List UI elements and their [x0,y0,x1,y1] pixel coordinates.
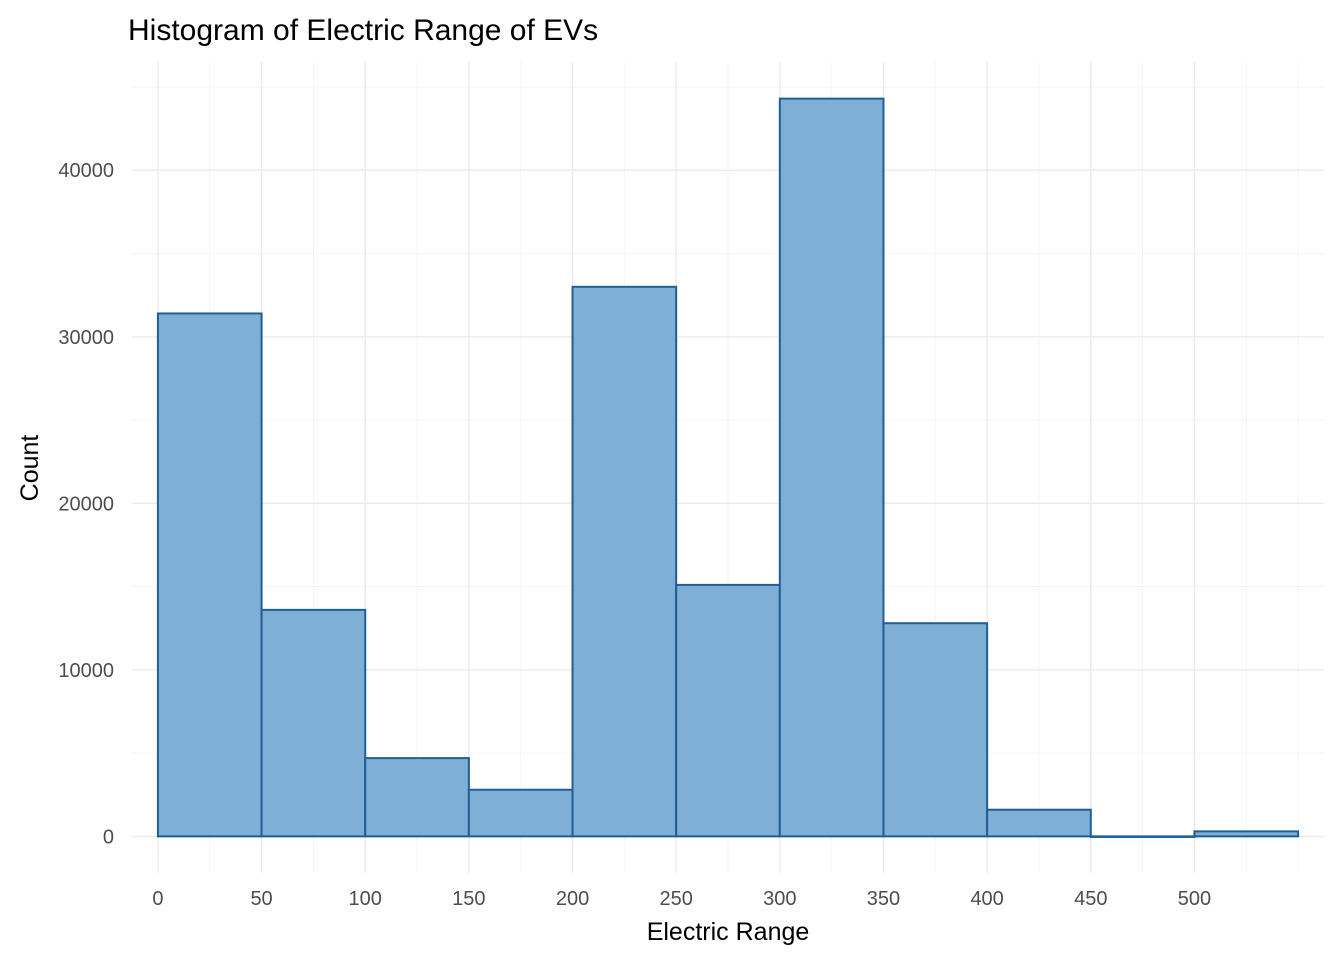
y-tick-label: 10000 [58,660,114,682]
x-tick-label: 0 [152,888,163,910]
y-tick-label: 30000 [58,327,114,349]
x-tick-label: 500 [1178,888,1211,910]
histogram-bar [986,808,1092,838]
x-tick-label: 250 [659,888,692,910]
x-tick-label: 450 [1074,888,1107,910]
histogram-bar [571,285,678,838]
y-axis-title: Count [16,435,44,502]
x-tick-label: 300 [763,888,796,910]
x-tick-label: 150 [452,888,485,910]
histogram-bar [1089,835,1196,838]
histogram-bars [156,97,1300,838]
histogram-bar [882,622,989,838]
x-axis-tick-labels: 0 50 100 150 200 250 300 350 400 450 500 [152,888,1211,910]
chart-title: Histogram of Electric Range of EVs [128,14,598,47]
histogram-bar [778,97,885,838]
histogram-bar [467,788,574,838]
y-axis-tick-labels: 0 10000 20000 30000 40000 [58,160,114,848]
x-tick-label: 200 [556,888,589,910]
x-axis-title: Electric Range [647,918,810,946]
histogram-bar [675,583,781,838]
y-tick-label: 0 [103,826,114,848]
x-tick-label: 100 [349,888,382,910]
x-tick-label: 400 [970,888,1003,910]
histogram-bar [156,312,263,838]
y-tick-label: 20000 [58,493,114,515]
x-tick-label: 350 [867,888,900,910]
x-tick-label: 50 [250,888,272,910]
histogram-bar [1193,830,1300,838]
y-tick-label: 40000 [58,160,114,182]
histogram-bar [364,757,470,838]
histogram-bar [260,608,367,838]
